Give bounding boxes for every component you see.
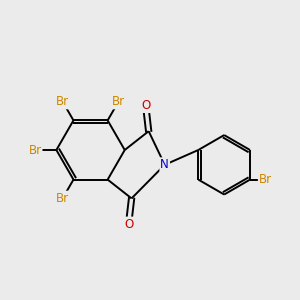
Text: Br: Br	[28, 143, 41, 157]
Text: Br: Br	[56, 192, 69, 205]
Text: O: O	[124, 218, 133, 230]
Text: Br: Br	[259, 173, 272, 186]
Text: Br: Br	[112, 95, 125, 108]
Text: O: O	[141, 99, 150, 112]
Text: N: N	[160, 158, 169, 171]
Text: Br: Br	[56, 95, 69, 108]
